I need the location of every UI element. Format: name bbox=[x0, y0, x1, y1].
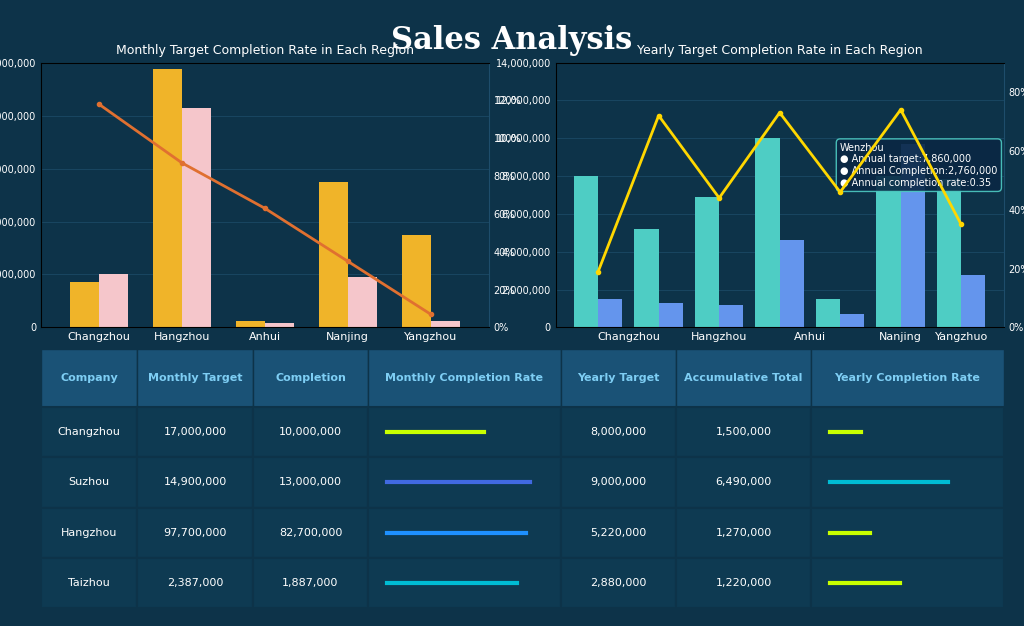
Bar bbox=[877, 176, 901, 327]
Legend: Monthly Target, Monthly Completion, Monthly Comletion Rate: Monthly Target, Monthly Completion, Mont… bbox=[45, 356, 383, 371]
Text: Suzhou: Suzhou bbox=[69, 478, 110, 488]
FancyBboxPatch shape bbox=[41, 407, 137, 457]
FancyBboxPatch shape bbox=[369, 349, 561, 407]
FancyBboxPatch shape bbox=[811, 457, 1004, 508]
FancyBboxPatch shape bbox=[253, 407, 369, 457]
FancyBboxPatch shape bbox=[369, 407, 561, 457]
Text: 1,220,000: 1,220,000 bbox=[716, 578, 772, 588]
Text: 1,500,000: 1,500,000 bbox=[716, 427, 772, 437]
Text: 2,880,000: 2,880,000 bbox=[590, 578, 647, 588]
Bar bbox=[840, 314, 864, 327]
FancyBboxPatch shape bbox=[561, 558, 676, 608]
Text: Yearly Completion Rate: Yearly Completion Rate bbox=[835, 372, 980, 382]
FancyBboxPatch shape bbox=[369, 457, 561, 508]
FancyBboxPatch shape bbox=[137, 508, 253, 558]
Bar bbox=[779, 240, 804, 327]
Text: Monthly Target: Monthly Target bbox=[147, 372, 243, 382]
Text: Hangzhou: Hangzhou bbox=[60, 528, 118, 538]
FancyBboxPatch shape bbox=[41, 558, 137, 608]
Bar bbox=[719, 305, 743, 327]
Legend: Annual target, Annual Completion, Annual completion rate: Annual target, Annual Completion, Annual… bbox=[560, 356, 887, 371]
FancyBboxPatch shape bbox=[811, 407, 1004, 457]
Text: 8,000,000: 8,000,000 bbox=[591, 427, 646, 437]
FancyBboxPatch shape bbox=[253, 349, 369, 407]
Text: 5,220,000: 5,220,000 bbox=[591, 528, 646, 538]
Bar bbox=[431, 321, 460, 327]
Bar bbox=[816, 299, 840, 327]
Text: 9,000,000: 9,000,000 bbox=[591, 478, 646, 488]
Bar bbox=[574, 176, 598, 327]
Bar bbox=[99, 274, 128, 327]
Bar bbox=[348, 277, 377, 327]
Text: 14,900,000: 14,900,000 bbox=[164, 478, 226, 488]
FancyBboxPatch shape bbox=[561, 407, 676, 457]
FancyBboxPatch shape bbox=[676, 558, 811, 608]
Bar bbox=[901, 144, 925, 327]
Text: Sales Analysis: Sales Analysis bbox=[391, 25, 633, 56]
Bar bbox=[937, 179, 962, 327]
FancyBboxPatch shape bbox=[369, 508, 561, 558]
FancyBboxPatch shape bbox=[811, 508, 1004, 558]
Bar bbox=[70, 282, 99, 327]
Text: 6,490,000: 6,490,000 bbox=[716, 478, 772, 488]
FancyBboxPatch shape bbox=[676, 508, 811, 558]
Text: 10,000,000: 10,000,000 bbox=[279, 427, 342, 437]
Bar bbox=[756, 138, 779, 327]
Bar bbox=[962, 275, 985, 327]
Text: 97,700,000: 97,700,000 bbox=[163, 528, 226, 538]
Bar bbox=[236, 321, 265, 327]
Text: Taizhou: Taizhou bbox=[69, 578, 110, 588]
FancyBboxPatch shape bbox=[253, 457, 369, 508]
Text: 17,000,000: 17,000,000 bbox=[164, 427, 226, 437]
Text: Wenzhou
● Annual target:7,860,000
● Annual Completion:2,760,000
● Annual complet: Wenzhou ● Annual target:7,860,000 ● Annu… bbox=[840, 143, 997, 188]
FancyBboxPatch shape bbox=[253, 558, 369, 608]
Bar bbox=[658, 304, 683, 327]
Bar bbox=[635, 228, 658, 327]
Title: Monthly Target Completion Rate in Each Region: Monthly Target Completion Rate in Each R… bbox=[116, 44, 414, 57]
Text: Accumulative Total: Accumulative Total bbox=[684, 372, 803, 382]
FancyBboxPatch shape bbox=[676, 407, 811, 457]
FancyBboxPatch shape bbox=[369, 558, 561, 608]
FancyBboxPatch shape bbox=[561, 349, 676, 407]
Text: Company: Company bbox=[60, 372, 118, 382]
Text: Monthly Completion Rate: Monthly Completion Rate bbox=[385, 372, 544, 382]
Bar bbox=[695, 197, 719, 327]
FancyBboxPatch shape bbox=[561, 457, 676, 508]
Bar bbox=[318, 182, 348, 327]
Text: Yearly Target: Yearly Target bbox=[578, 372, 659, 382]
Bar bbox=[265, 324, 294, 327]
FancyBboxPatch shape bbox=[676, 457, 811, 508]
Bar bbox=[182, 108, 211, 327]
FancyBboxPatch shape bbox=[811, 558, 1004, 608]
FancyBboxPatch shape bbox=[811, 349, 1004, 407]
FancyBboxPatch shape bbox=[561, 508, 676, 558]
Bar bbox=[153, 69, 182, 327]
Text: 1,270,000: 1,270,000 bbox=[716, 528, 772, 538]
Text: 1,887,000: 1,887,000 bbox=[283, 578, 339, 588]
FancyBboxPatch shape bbox=[137, 407, 253, 457]
Title: Yearly Target Completion Rate in Each Region: Yearly Target Completion Rate in Each Re… bbox=[637, 44, 923, 57]
Bar bbox=[598, 299, 623, 327]
Text: 13,000,000: 13,000,000 bbox=[279, 478, 342, 488]
FancyBboxPatch shape bbox=[676, 349, 811, 407]
Text: 2,387,000: 2,387,000 bbox=[167, 578, 223, 588]
Text: 82,700,000: 82,700,000 bbox=[279, 528, 342, 538]
FancyBboxPatch shape bbox=[41, 508, 137, 558]
FancyBboxPatch shape bbox=[137, 558, 253, 608]
FancyBboxPatch shape bbox=[137, 457, 253, 508]
FancyBboxPatch shape bbox=[253, 508, 369, 558]
Text: Completion: Completion bbox=[275, 372, 346, 382]
Text: Changzhou: Changzhou bbox=[57, 427, 121, 437]
Bar bbox=[401, 235, 431, 327]
FancyBboxPatch shape bbox=[41, 457, 137, 508]
FancyBboxPatch shape bbox=[41, 349, 137, 407]
FancyBboxPatch shape bbox=[137, 349, 253, 407]
